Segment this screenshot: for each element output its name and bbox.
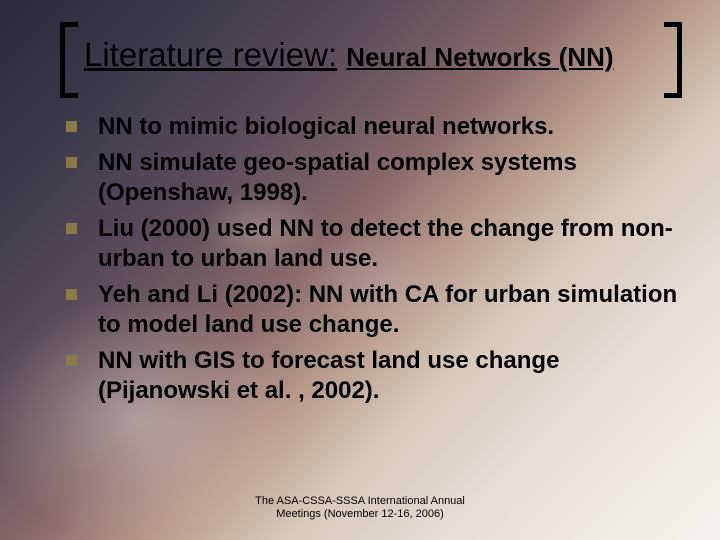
slide: Literature review: Neural Networks (NN) … bbox=[0, 0, 720, 540]
title-container: Literature review: Neural Networks (NN) bbox=[60, 28, 682, 84]
bracket-left-icon bbox=[60, 22, 78, 98]
slide-title: Literature review: Neural Networks (NN) bbox=[60, 28, 682, 84]
bullet-text: NN simulate geo-spatial complex systems … bbox=[98, 149, 577, 206]
title-main: Literature review: bbox=[84, 36, 337, 73]
title-main-text: Literature review: bbox=[84, 36, 337, 73]
list-item: Liu (2000) used NN to detect the change … bbox=[64, 214, 682, 274]
bullet-text: Liu (2000) used NN to detect the change … bbox=[98, 215, 673, 272]
title-sub: Neural Networks (NN) bbox=[346, 42, 613, 72]
list-item: NN simulate geo-spatial complex systems … bbox=[64, 148, 682, 208]
bullet-list: NN to mimic biological neural networks. … bbox=[60, 112, 682, 406]
bullet-text: NN to mimic biological neural networks. bbox=[98, 113, 554, 140]
list-item: NN to mimic biological neural networks. bbox=[64, 112, 682, 142]
list-item: NN with GIS to forecast land use change … bbox=[64, 346, 682, 406]
bullet-text: NN with GIS to forecast land use change … bbox=[98, 347, 559, 404]
footer-line-1: The ASA-CSSA-SSSA International Annual bbox=[0, 495, 720, 509]
bullet-text: Yeh and Li (2002): NN with CA for urban … bbox=[98, 281, 677, 338]
list-item: Yeh and Li (2002): NN with CA for urban … bbox=[64, 280, 682, 340]
bracket-right-icon bbox=[664, 22, 682, 98]
footer-line-2: Meetings (November 12-16, 2006) bbox=[0, 508, 720, 522]
footer: The ASA-CSSA-SSSA International Annual M… bbox=[0, 495, 720, 523]
